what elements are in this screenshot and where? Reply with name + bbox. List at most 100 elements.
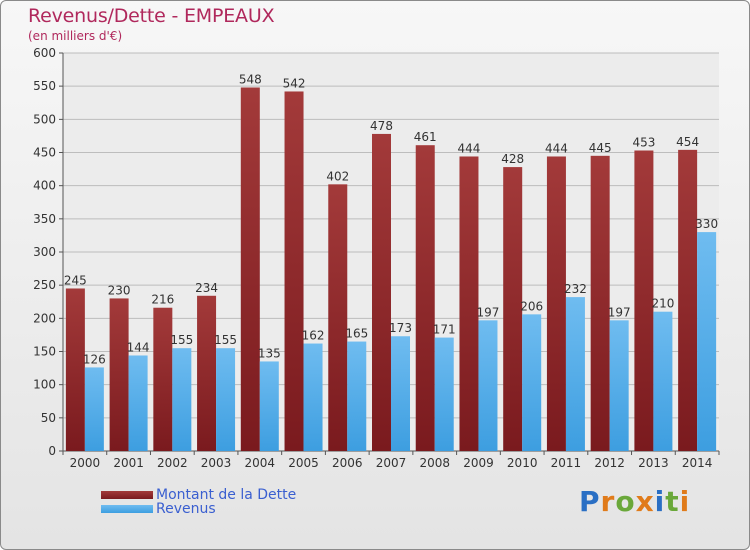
bar-revenue — [128, 355, 148, 451]
bar-debt — [372, 133, 391, 451]
data-label-debt: 445 — [589, 141, 612, 155]
bar-debt — [153, 307, 173, 451]
y-tick-label: 250 — [33, 278, 56, 292]
data-label-revenue: 135 — [258, 346, 281, 360]
bar-revenue — [84, 367, 104, 451]
y-tick-label: 350 — [33, 212, 56, 226]
data-label-debt: 454 — [676, 135, 699, 149]
bar-revenue — [565, 297, 585, 451]
bar-revenue — [259, 361, 279, 451]
logo-letter: o — [615, 485, 636, 518]
bar-revenue — [303, 343, 323, 451]
x-tick-label: 2013 — [638, 456, 669, 470]
data-label-revenue: 171 — [433, 323, 456, 337]
y-tick-label: 500 — [33, 112, 56, 126]
y-tick-label: 200 — [33, 311, 56, 325]
data-label-debt: 216 — [151, 293, 174, 307]
y-tick-label: 550 — [33, 79, 56, 93]
data-label-revenue: 206 — [520, 299, 543, 313]
data-label-debt: 230 — [108, 283, 131, 297]
logo-letter: P — [579, 485, 601, 518]
x-tick-label: 2002 — [157, 456, 188, 470]
data-label-revenue: 210 — [651, 297, 674, 311]
data-label-revenue: 162 — [302, 329, 325, 343]
logo-letter: r — [600, 485, 616, 518]
bar-debt — [240, 87, 260, 451]
logo-letter: t — [665, 485, 680, 518]
bar-debt — [109, 298, 129, 451]
bar-debt — [328, 184, 348, 451]
y-tick-label: 100 — [33, 378, 56, 392]
bar-revenue — [653, 311, 673, 451]
bar-debt — [415, 145, 435, 451]
bar-revenue — [216, 348, 236, 451]
data-label-debt: 444 — [458, 141, 481, 155]
data-label-debt: 245 — [64, 273, 87, 287]
bar-revenue — [697, 232, 717, 451]
legend-swatch-debt — [101, 491, 153, 499]
x-tick-label: 2012 — [594, 456, 625, 470]
y-tick-label: 50 — [41, 411, 56, 425]
data-label-debt: 478 — [370, 119, 393, 133]
bar-debt — [197, 295, 217, 451]
data-label-revenue: 155 — [170, 333, 193, 347]
bar-debt — [634, 150, 654, 451]
x-tick-label: 2011 — [551, 456, 582, 470]
bar-debt — [590, 155, 610, 452]
bar-debt — [503, 167, 523, 452]
x-tick-label: 2000 — [70, 456, 101, 470]
data-label-revenue: 232 — [564, 282, 587, 296]
data-label-revenue: 144 — [127, 340, 150, 354]
data-label-debt: 461 — [414, 130, 437, 144]
bar-revenue — [391, 336, 410, 451]
data-label-debt: 234 — [195, 281, 218, 295]
legend-label-revenue: Revenus — [156, 501, 216, 517]
x-tick-label: 2005 — [288, 456, 319, 470]
data-label-debt: 542 — [283, 76, 306, 90]
data-label-debt: 548 — [239, 72, 262, 86]
bar-revenue — [172, 348, 192, 451]
data-label-revenue: 173 — [389, 321, 412, 335]
chart-subtitle: (en milliers d'€) — [28, 29, 123, 43]
data-label-revenue: 126 — [83, 352, 106, 366]
data-label-revenue: 165 — [345, 327, 368, 341]
bar-revenue — [609, 320, 629, 451]
x-tick-label: 2007 — [376, 456, 407, 470]
data-label-debt: 428 — [501, 152, 524, 166]
data-label-revenue: 155 — [214, 333, 237, 347]
x-tick-label: 2006 — [332, 456, 363, 470]
x-tick-label: 2010 — [507, 456, 538, 470]
x-tick-label: 2009 — [463, 456, 494, 470]
bar-debt — [678, 149, 698, 451]
y-tick-label: 600 — [33, 46, 56, 60]
x-tick-label: 2003 — [201, 456, 232, 470]
y-tick-label: 450 — [33, 146, 56, 160]
bar-debt — [546, 156, 566, 452]
y-tick-label: 150 — [33, 345, 56, 359]
legend-label-debt: Montant de la Dette — [156, 487, 297, 503]
x-tick-label: 2004 — [245, 456, 276, 470]
chart-title: Revenus/Dette - EMPEAUX — [28, 5, 275, 27]
logo-letter: i — [679, 485, 691, 518]
proxiti-logo: Proxiti — [579, 485, 690, 518]
data-label-debt: 453 — [632, 136, 655, 150]
bar-debt — [459, 156, 479, 452]
bar-revenue — [478, 320, 498, 451]
x-tick-label: 2001 — [113, 456, 144, 470]
data-label-revenue: 197 — [608, 305, 631, 319]
y-tick-label: 0 — [48, 444, 56, 458]
data-label-debt: 402 — [326, 169, 349, 183]
x-tick-label: 2008 — [419, 456, 450, 470]
data-label-debt: 444 — [545, 141, 568, 155]
y-tick-label: 400 — [33, 179, 56, 193]
data-label-revenue: 197 — [477, 305, 500, 319]
y-tick-label: 300 — [33, 245, 56, 259]
x-tick-label: 2014 — [682, 456, 713, 470]
logo-letter: x — [635, 485, 655, 518]
bar-debt — [284, 91, 304, 452]
logo-letter: i — [654, 485, 666, 518]
data-label-revenue: 330 — [695, 217, 718, 231]
bar-revenue — [434, 337, 454, 451]
